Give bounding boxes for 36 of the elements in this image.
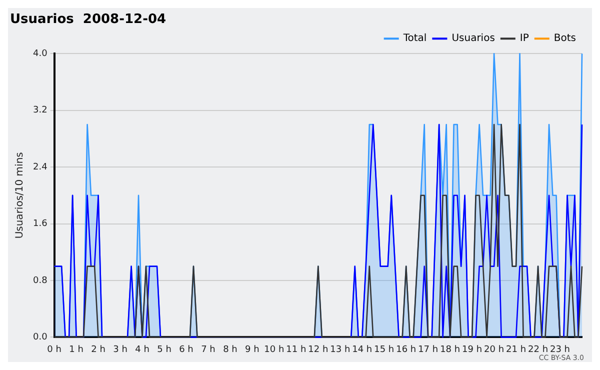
x-tick-label: 17 h — [418, 344, 438, 355]
x-tick-label: 13 h — [330, 344, 350, 355]
x-tick-label: 8 h — [223, 344, 238, 355]
y-tick-label: 3.2 — [32, 106, 48, 116]
legend-label: Total — [402, 33, 427, 44]
x-tick-label: 15 h — [374, 344, 394, 355]
y-tick-label: 0.8 — [32, 276, 48, 286]
x-tick-label: 6 h — [179, 344, 194, 355]
x-tick-label: 12 h — [308, 344, 328, 355]
x-tick-label: 16 h — [396, 344, 416, 355]
x-tick-label: 5 h — [157, 344, 172, 355]
y-tick-label: 4.0 — [32, 48, 48, 59]
x-tick-label: 18 h — [440, 344, 460, 355]
x-tick-label: 10 h — [264, 344, 284, 355]
x-tick-label: 0 h — [47, 344, 62, 355]
x-tick-label: 21 h — [506, 344, 526, 355]
x-tick-label: 22 h — [528, 344, 548, 355]
x-tick-label: 23 h — [550, 344, 570, 355]
x-tick-label: 3 h — [113, 344, 128, 355]
x-tick-label: 11 h — [286, 344, 306, 355]
legend-label: IP — [520, 33, 529, 44]
legend-label: Usuarios — [452, 33, 495, 44]
x-tick-label: 2 h — [91, 344, 106, 355]
x-tick-label: 14 h — [352, 344, 372, 355]
y-axis-title: Usuarios/10 mins — [14, 152, 26, 239]
x-tick-label: 7 h — [201, 344, 216, 355]
x-tick-label: 20 h — [484, 344, 504, 355]
y-tick-label: 2.4 — [32, 162, 48, 172]
x-tick-label: 19 h — [462, 344, 482, 355]
chart-title: Usuarios 2008-12-04 — [10, 12, 166, 28]
x-tick-label: 1 h — [69, 344, 84, 355]
x-tick-label: 9 h — [245, 344, 260, 355]
x-tick-label: 4 h — [135, 344, 150, 355]
y-tick-label: 0.0 — [32, 332, 48, 343]
legend-label: Bots — [554, 33, 576, 44]
y-tick-label: 1.6 — [32, 219, 48, 230]
